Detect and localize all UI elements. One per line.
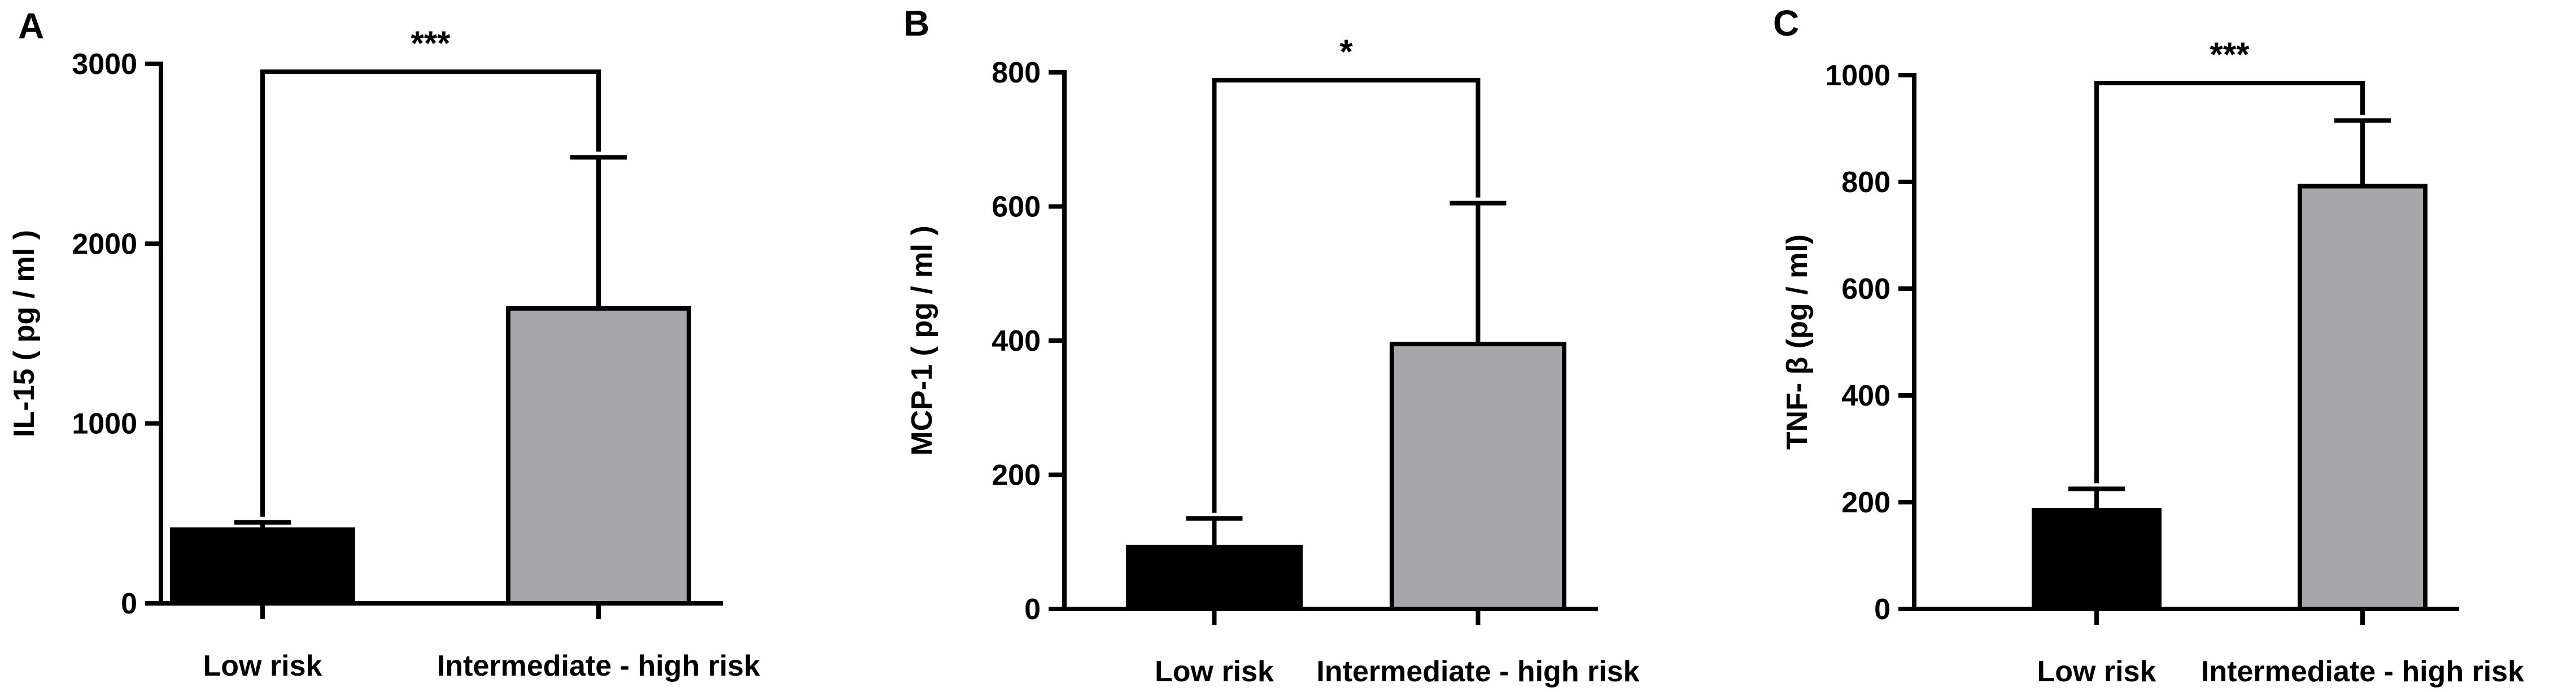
y-tick-label: 600 [1841, 273, 1890, 306]
panel-label: B [903, 3, 929, 43]
y-tick-label: 1000 [1825, 59, 1890, 92]
y-tick-label: 800 [992, 56, 1041, 89]
bar-low-risk [170, 527, 355, 606]
panel-label: C [1773, 3, 1799, 43]
x-tick-label: Low risk [1155, 655, 1274, 688]
bar-intermediate-high-risk [506, 306, 691, 606]
bar-low-risk [1126, 545, 1303, 611]
y-tick-label: 800 [1841, 166, 1890, 199]
y-tick-label: 0 [121, 587, 137, 620]
y-tick-label: 400 [1841, 380, 1890, 412]
significance-marker: *** [411, 24, 451, 62]
significance-marker: * [1339, 33, 1353, 71]
chart-panel-a: A IL-15 ( pg / ml ) 0 1000 2000 3000 Low risk I… [8, 6, 760, 682]
x-tick-label: Intermediate - high risk [1316, 655, 1639, 688]
y-tick-label: 200 [992, 459, 1041, 492]
x-tick-label: Intermediate - high risk [2201, 655, 2524, 688]
x-tick-label: Intermediate - high risk [437, 650, 760, 682]
x-tick-label: Low risk [203, 650, 322, 682]
chart-panel-b: B MCP-1 ( pg / ml ) 0 200 400 600 800 Low risk I… [903, 3, 1640, 688]
significance-bracket [2094, 81, 2365, 484]
y-axis-label: TNF- β (pg / ml) [1781, 234, 1814, 450]
chart-panel-c: C TNF- β (pg / ml) 0 200 400 600 800 1000 Low ri… [1773, 3, 2524, 688]
y-tick-label: 0 [1874, 593, 1890, 626]
significance-bracket [260, 69, 601, 517]
bar-low-risk [2032, 508, 2162, 611]
panel-label: A [18, 6, 44, 46]
significance-marker: *** [2210, 36, 2250, 73]
bar-intermediate-high-risk [2298, 184, 2427, 611]
y-tick-label: 400 [992, 325, 1041, 358]
y-tick-label: 0 [1024, 593, 1041, 626]
bar-intermediate-high-risk [1390, 341, 1566, 611]
y-axis-label: MCP-1 ( pg / ml ) [906, 225, 938, 455]
y-axis-label: IL-15 ( pg / ml ) [8, 230, 41, 437]
y-tick-label: 600 [992, 191, 1041, 224]
y-tick-label: 2000 [72, 228, 137, 260]
y-tick-label: 3000 [72, 48, 137, 81]
significance-bracket [1212, 78, 1481, 513]
y-tick-label: 1000 [72, 408, 137, 441]
y-tick-label: 200 [1841, 486, 1890, 519]
x-tick-label: Low risk [2037, 655, 2156, 688]
